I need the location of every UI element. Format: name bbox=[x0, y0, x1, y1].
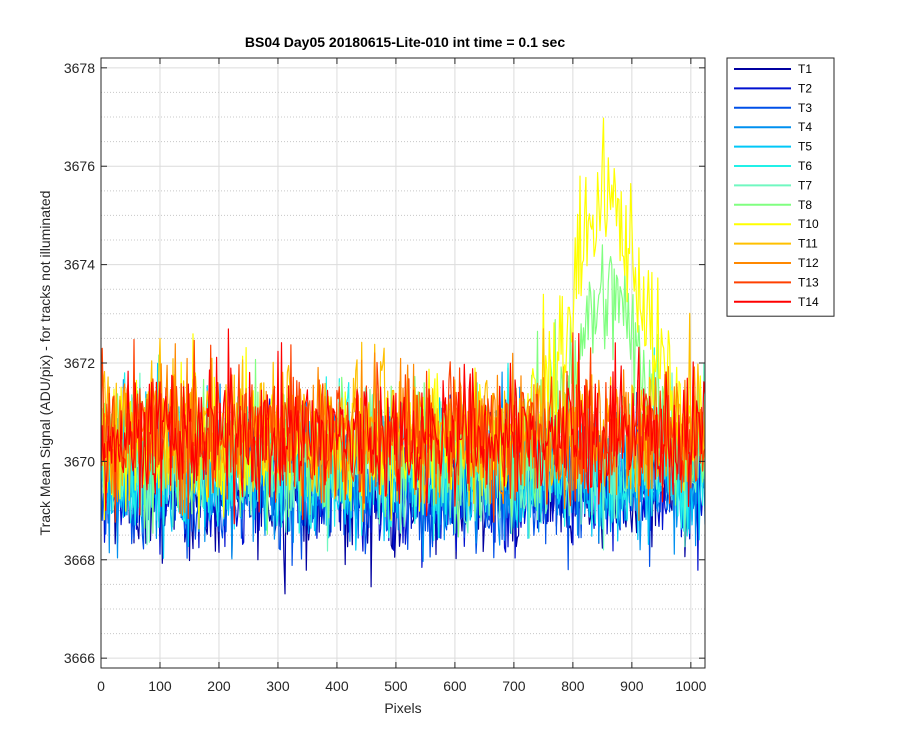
x-tick-label: 100 bbox=[148, 678, 172, 694]
x-tick-label: 700 bbox=[502, 678, 526, 694]
series-line-t12 bbox=[101, 343, 705, 523]
x-tick-label: 0 bbox=[97, 678, 105, 694]
legend-label-t5: T5 bbox=[798, 140, 812, 154]
chart-title: BS04 Day05 20180615-Lite-010 int time = … bbox=[245, 34, 565, 50]
x-tick-label: 800 bbox=[561, 678, 585, 694]
x-tick-label: 300 bbox=[266, 678, 290, 694]
legend-label-t12: T12 bbox=[798, 256, 819, 270]
legend-label-t14: T14 bbox=[798, 295, 819, 309]
y-axis-label: Track Mean Signal (ADU/pix) - for tracks… bbox=[37, 191, 53, 536]
y-tick-label: 3674 bbox=[64, 257, 95, 273]
x-tick-label: 400 bbox=[325, 678, 349, 694]
legend-label-t8: T8 bbox=[798, 198, 812, 212]
legend-label-t1: T1 bbox=[798, 62, 812, 76]
y-tick-label: 3678 bbox=[64, 60, 95, 76]
legend-label-t13: T13 bbox=[798, 275, 819, 289]
tick-layer bbox=[100, 58, 705, 668]
legend-label-t7: T7 bbox=[798, 178, 812, 192]
legend-label-t3: T3 bbox=[798, 101, 812, 115]
legend-label-t4: T4 bbox=[798, 120, 812, 134]
legend-label-t6: T6 bbox=[798, 159, 812, 173]
x-tick-label: 500 bbox=[384, 678, 408, 694]
y-tick-label: 3670 bbox=[64, 453, 95, 469]
series-layer bbox=[101, 117, 705, 595]
x-axis-label: Pixels bbox=[384, 700, 421, 716]
x-tick-label: 900 bbox=[620, 678, 644, 694]
x-tick-label: 600 bbox=[443, 678, 467, 694]
x-tick-label: 200 bbox=[207, 678, 231, 694]
x-tick-label: 1000 bbox=[675, 678, 706, 694]
legend: T1 T2 T3 T4 T5 T6 T7 T8 T10 T11 T12 T13 T14 bbox=[726, 57, 835, 317]
x-tick-labels: 0 100 200 300 400 500 600 700 800 900 1000 bbox=[97, 678, 707, 694]
series-line-t8 bbox=[101, 244, 705, 538]
legend-box bbox=[726, 57, 835, 317]
legend-label-t11: T11 bbox=[798, 237, 818, 251]
y-tick-labels: 3666 3668 3670 3672 3674 3676 3678 bbox=[64, 60, 95, 666]
y-tick-label: 3676 bbox=[64, 158, 95, 174]
series-line-t14 bbox=[101, 328, 705, 525]
y-tick-label: 3668 bbox=[64, 552, 95, 568]
legend-label-t10: T10 bbox=[798, 217, 819, 231]
y-tick-label: 3672 bbox=[64, 355, 95, 371]
y-tick-label: 3666 bbox=[64, 650, 95, 666]
series-line-t13 bbox=[101, 332, 705, 523]
legend-label-t2: T2 bbox=[798, 81, 812, 95]
